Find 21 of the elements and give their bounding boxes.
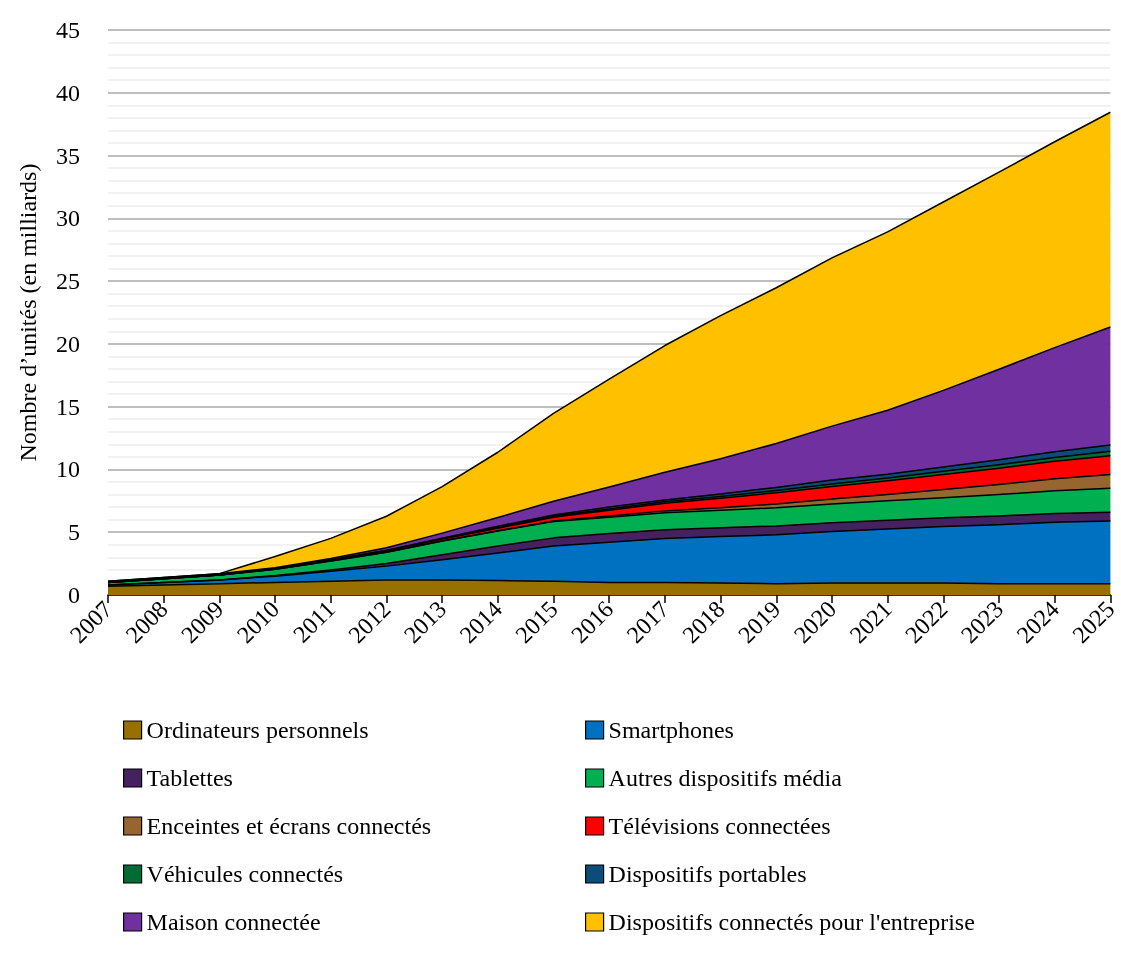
y-tick-label: 25 [56, 268, 80, 295]
legend-label: Véhicules connectés [146, 861, 344, 887]
legend-label: Tablettes [146, 765, 233, 791]
legend-label: Enceintes et écrans connectés [146, 813, 432, 839]
y-tick-label: 20 [56, 330, 80, 357]
legend-label: Autres dispositifs média [608, 765, 843, 791]
y-tick-label: 15 [56, 393, 80, 420]
y-tick-label: 30 [56, 205, 80, 232]
legend-label: Dispositifs portables [608, 861, 807, 887]
legend-label: Smartphones [608, 717, 734, 743]
legend-label: Ordinateurs personnels [146, 717, 369, 743]
y-tick-label: 45 [56, 17, 80, 43]
x-tick-label: 2011 [288, 595, 340, 648]
y-axis-title: Nombre d’unités (en milliards) [15, 163, 41, 462]
y-tick-label: 10 [56, 456, 80, 483]
y-tick-label: 35 [56, 142, 80, 169]
legend-label: Dispositifs connectés pour l'entreprise [608, 909, 975, 935]
legend-label: Télévisions connectées [608, 813, 831, 839]
y-tick-label: 5 [68, 519, 80, 546]
legend-label: Maison connectée [146, 909, 321, 935]
y-tick-label: 40 [56, 79, 80, 106]
